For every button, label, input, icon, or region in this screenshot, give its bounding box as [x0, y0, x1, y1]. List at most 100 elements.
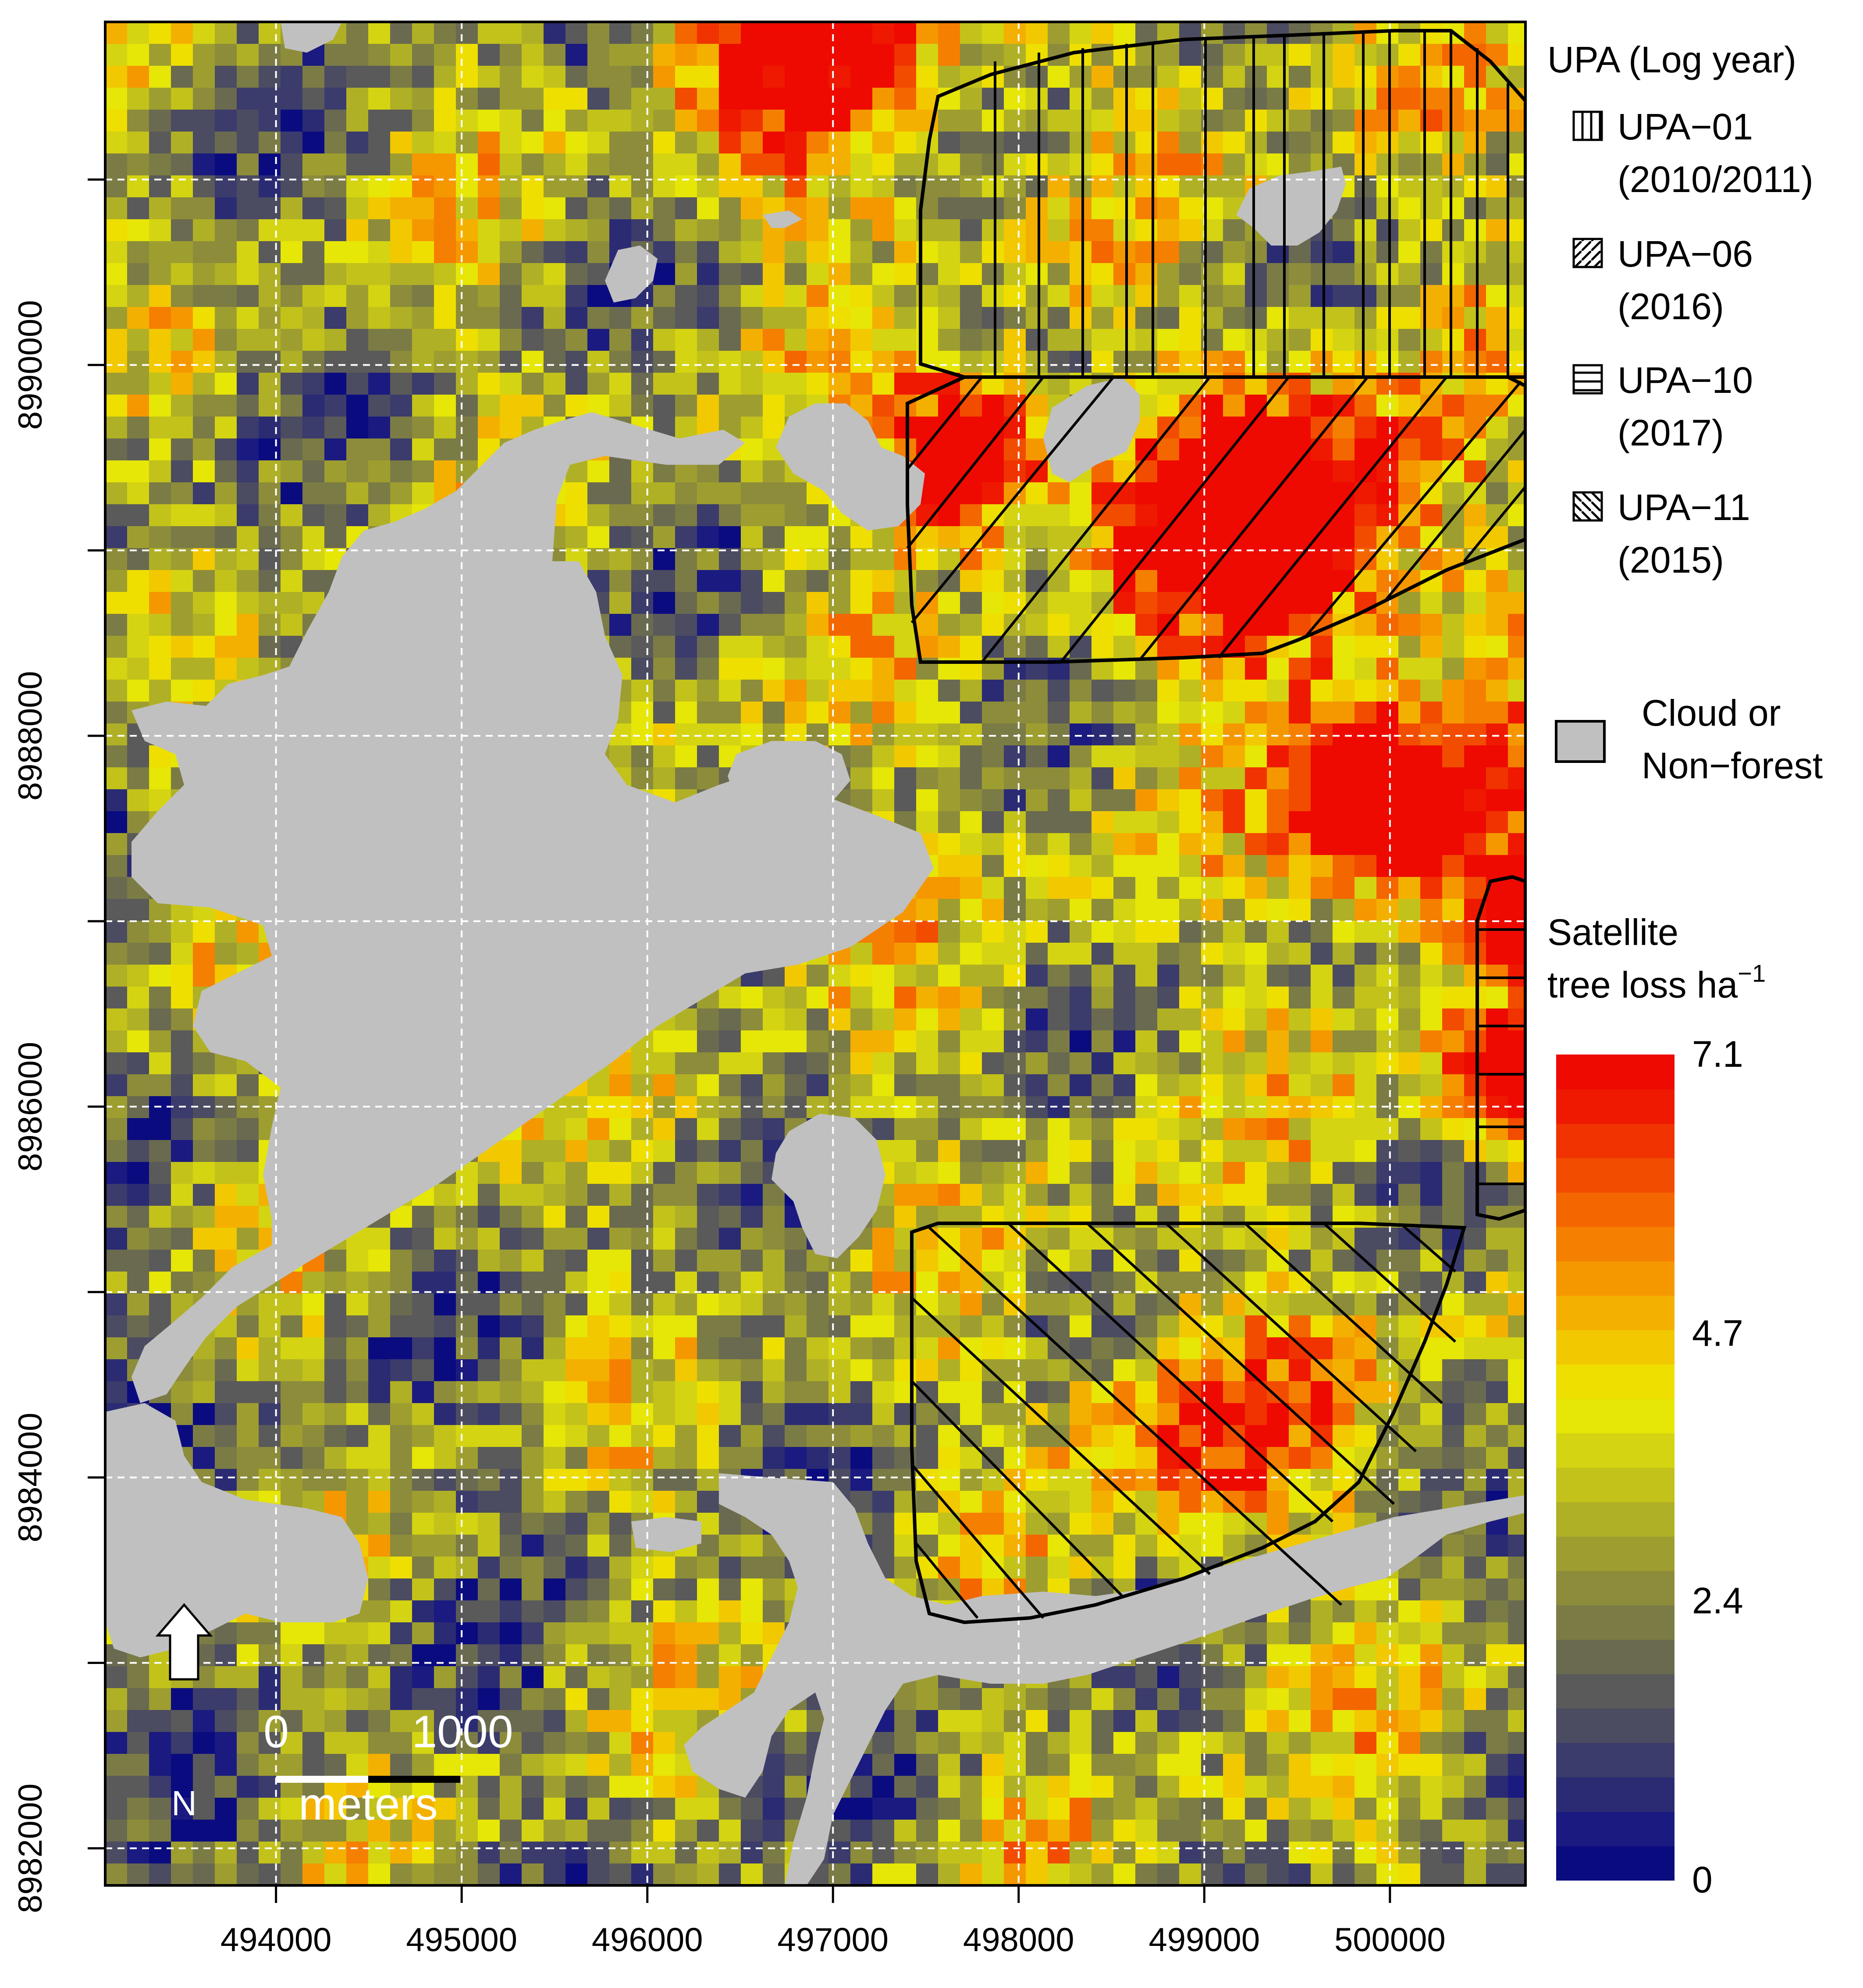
raster-cell [237, 1425, 259, 1447]
raster-cell [1420, 1228, 1443, 1250]
raster-cell [1289, 1491, 1311, 1513]
raster-cell [1464, 197, 1486, 220]
raster-cell [127, 1184, 149, 1206]
raster-cell [544, 1403, 566, 1425]
raster-cell [390, 22, 412, 44]
raster-cell [982, 1140, 1004, 1162]
raster-cell [346, 1469, 369, 1491]
raster-cell [719, 1272, 741, 1294]
raster-cell [127, 132, 149, 154]
raster-cell [1157, 1513, 1180, 1535]
raster-cell [237, 1469, 259, 1491]
raster-cell [302, 438, 325, 461]
raster-cell [697, 197, 719, 220]
raster-cell [916, 1425, 939, 1447]
raster-cell [1091, 614, 1114, 636]
raster-cell [1398, 417, 1421, 439]
raster-cell [1420, 965, 1443, 987]
raster-cell [697, 263, 719, 285]
raster-cell [653, 285, 676, 307]
raster-cell [719, 570, 741, 592]
raster-cell [522, 22, 544, 44]
raster-cell [171, 219, 193, 242]
raster-cell [281, 1425, 303, 1447]
raster-cell [1223, 263, 1245, 285]
raster-cell [412, 1557, 434, 1579]
raster-cell [1486, 745, 1508, 768]
raster-cell [1179, 460, 1202, 483]
raster-cell [1376, 66, 1399, 88]
raster-cell [609, 1557, 632, 1579]
raster-cell [171, 395, 193, 417]
raster-cell [1355, 329, 1377, 351]
raster-cell [1113, 548, 1136, 570]
raster-cell [390, 1600, 412, 1623]
raster-cell [1070, 1381, 1092, 1404]
raster-cell [1091, 1315, 1114, 1338]
raster-cell [1420, 1140, 1443, 1162]
raster-cell [675, 307, 697, 329]
raster-cell [1486, 723, 1508, 746]
raster-cell [631, 1293, 654, 1316]
raster-cell [741, 66, 763, 88]
raster-cell [1179, 285, 1202, 307]
raster-cell [1508, 460, 1525, 483]
raster-cell [1048, 789, 1070, 812]
raster-cell [1464, 855, 1486, 877]
raster-cell [1398, 592, 1421, 614]
raster-cell [1245, 548, 1267, 570]
raster-cell [675, 1666, 697, 1689]
raster-cell [872, 307, 895, 329]
raster-cell [960, 987, 982, 1009]
raster-cell [1508, 1052, 1525, 1075]
raster-cell [697, 745, 719, 768]
raster-cell [390, 1403, 412, 1425]
raster-cell [850, 132, 873, 154]
raster-cell [1486, 22, 1508, 44]
raster-cell [1070, 921, 1092, 943]
raster-cell [1113, 504, 1136, 527]
raster-cell [1245, 329, 1267, 351]
raster-cell [1464, 1600, 1486, 1623]
raster-cell [719, 22, 741, 44]
raster-cell [1442, 855, 1465, 877]
raster-cell [1026, 745, 1048, 768]
raster-cell [828, 1052, 851, 1075]
raster-cell [807, 1425, 829, 1447]
raster-cell [1398, 1272, 1421, 1294]
raster-cell [565, 1293, 588, 1316]
raster-cell [697, 1030, 719, 1053]
raster-cell [1311, 789, 1333, 812]
raster-cell [1179, 132, 1202, 154]
raster-cell [1026, 1337, 1048, 1360]
raster-cell [412, 66, 434, 88]
raster-cell [719, 504, 741, 527]
raster-cell [149, 351, 171, 373]
raster-cell [850, 219, 873, 242]
raster-cell [785, 1052, 807, 1075]
raster-cell [719, 44, 741, 66]
raster-cell [1311, 1359, 1333, 1382]
raster-cell [259, 526, 281, 549]
raster-cell [1004, 1535, 1026, 1557]
raster-cell [938, 877, 960, 899]
raster-cell [1355, 1425, 1377, 1447]
raster-cell [1333, 745, 1355, 768]
raster-cell [1245, 1622, 1267, 1645]
raster-cell [1267, 1513, 1289, 1535]
raster-cell [741, 1447, 763, 1469]
raster-cell [565, 241, 588, 264]
raster-cell [1157, 943, 1180, 965]
raster-cell [1048, 1557, 1070, 1579]
raster-cell [916, 1513, 939, 1535]
raster-cell [807, 1381, 829, 1404]
raster-cell [1223, 219, 1245, 242]
raster-cell [1486, 636, 1508, 658]
raster-cell [1048, 877, 1070, 899]
raster-cell [456, 285, 478, 307]
raster-cell [544, 1337, 566, 1360]
raster-cell [171, 1272, 193, 1294]
raster-cell [741, 1272, 763, 1294]
raster-cell [1048, 22, 1070, 44]
raster-cell [434, 263, 456, 285]
